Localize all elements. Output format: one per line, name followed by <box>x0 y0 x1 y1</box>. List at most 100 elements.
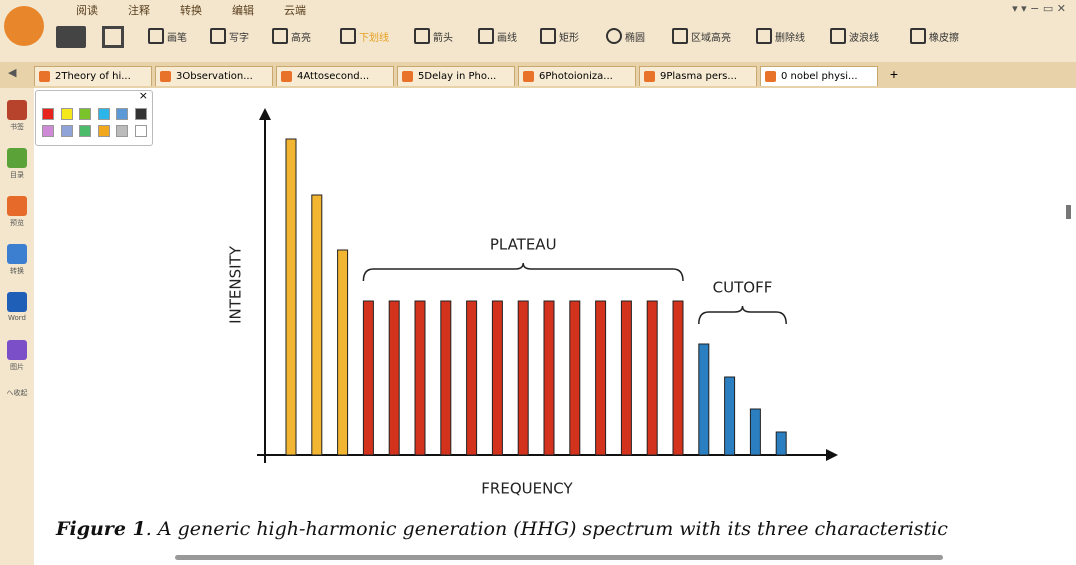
color-swatch[interactable] <box>79 108 91 120</box>
tool-label: 写字 <box>229 32 249 44</box>
color-swatch[interactable] <box>116 108 128 120</box>
tool-label: 箭头 <box>433 32 453 44</box>
document-tab[interactable]: 6Photoioniza... <box>518 66 636 86</box>
tool-button[interactable]: 画线 <box>478 28 517 44</box>
sidebar-label: 书签 <box>10 123 24 131</box>
bar <box>362 300 374 456</box>
color-swatch[interactable] <box>97 125 110 137</box>
tool-button[interactable]: 区域高亮 <box>672 28 731 44</box>
tool-label: 下划线 <box>359 32 389 44</box>
caption-label: Figure 1 <box>56 518 146 540</box>
caption-text: . A generic high-harmonic generation (HH… <box>145 518 948 540</box>
window-controls[interactable]: ▾ ▾ − ▭ ✕ <box>1012 2 1066 15</box>
document-tab[interactable]: 2Theory of hi... <box>34 66 152 86</box>
tool-button[interactable]: 下划线 <box>340 28 389 44</box>
bar <box>620 300 632 456</box>
sidebar-item[interactable]: 转换 <box>0 244 34 276</box>
color-swatch[interactable] <box>60 108 73 120</box>
tool-label: 高亮 <box>291 32 311 44</box>
color-swatch[interactable] <box>42 125 54 137</box>
v-scrollbar[interactable] <box>1066 205 1071 219</box>
save-icon[interactable] <box>102 26 124 48</box>
sidebar-item[interactable]: Word <box>0 292 34 322</box>
sidebar-item[interactable]: へ收起 <box>0 388 34 398</box>
tool-label: 椭圆 <box>625 32 645 44</box>
sidebar-icon <box>7 292 27 312</box>
color-swatch[interactable] <box>97 108 110 120</box>
sidebar-item[interactable]: 预览 <box>0 196 34 228</box>
menu-tab[interactable]: 转换 <box>180 4 202 17</box>
tool-icon <box>910 28 926 44</box>
sidebar-label: 转换 <box>10 267 24 275</box>
color-swatch[interactable] <box>116 125 128 137</box>
new-tab[interactable]: + <box>889 66 899 82</box>
tool-label: 波浪线 <box>849 32 879 44</box>
bar <box>440 300 452 456</box>
sidebar-label: Word <box>8 314 26 322</box>
tool-icon <box>414 28 430 44</box>
color-swatch[interactable] <box>134 125 147 137</box>
x-arrow <box>826 449 838 461</box>
tool-icon <box>340 28 356 44</box>
color-swatch[interactable] <box>134 108 147 120</box>
sidebar-item[interactable]: 目录 <box>0 148 34 180</box>
y-axis-label: INTENSITY <box>227 245 245 324</box>
tool-button[interactable]: 橡皮擦 <box>910 28 959 44</box>
brace <box>698 305 787 325</box>
tool-button[interactable]: 箭头 <box>414 28 453 44</box>
tool-icon <box>606 28 622 44</box>
sidebar-label: 图片 <box>10 363 24 371</box>
bar <box>285 138 297 456</box>
sidebar-label: へ收起 <box>6 389 28 397</box>
scrollbar[interactable] <box>175 555 943 560</box>
menu-tab[interactable]: 云端 <box>284 4 306 17</box>
tool-button[interactable]: 椭圆 <box>606 28 645 44</box>
bar <box>749 408 761 456</box>
app-logo[interactable] <box>4 6 44 46</box>
bar <box>414 300 426 456</box>
bar <box>337 249 349 456</box>
menu-tab[interactable]: 注释 <box>128 4 150 17</box>
bar <box>466 300 478 456</box>
tool-icon <box>210 28 226 44</box>
sidebar: 书签目录预览转换 Word 图片へ收起 <box>0 88 34 565</box>
menu-tab[interactable]: 编辑 <box>232 4 254 17</box>
color-swatch[interactable] <box>42 108 54 120</box>
document-tab[interactable]: 3Observation... <box>155 66 273 86</box>
document-tab[interactable]: 0 nobel physi... <box>760 66 878 86</box>
brace <box>362 262 684 282</box>
sidebar-icon <box>7 148 27 168</box>
document-tab[interactable]: 9Plasma pers... <box>639 66 757 86</box>
tool-icon <box>540 28 556 44</box>
color-palette: × <box>35 89 153 146</box>
document-tab[interactable]: 5Delay in Pho... <box>397 66 515 86</box>
back-button[interactable]: ◀ <box>8 66 17 79</box>
sidebar-item[interactable]: 图片 <box>0 340 34 372</box>
annotation: PLATEAU <box>490 236 557 254</box>
close[interactable]: × <box>138 89 148 102</box>
document-tab[interactable]: 4Attosecond... <box>276 66 394 86</box>
color-swatch[interactable] <box>79 125 91 137</box>
bar <box>595 300 607 456</box>
bar <box>569 300 581 456</box>
tool-button[interactable]: 画笔 <box>148 28 187 44</box>
tool-icon <box>756 28 772 44</box>
tool-button[interactable]: 波浪线 <box>830 28 879 44</box>
sidebar-label: 目录 <box>10 171 24 179</box>
tool-icon <box>272 28 288 44</box>
open-icon[interactable] <box>56 26 86 48</box>
tool-button[interactable]: 删除线 <box>756 28 805 44</box>
menu-tab[interactable]: 阅读 <box>76 4 98 17</box>
tool-button[interactable]: 矩形 <box>540 28 579 44</box>
sidebar-item[interactable]: 书签 <box>0 100 34 132</box>
tool-button[interactable]: 高亮 <box>272 28 311 44</box>
sidebar-label: 预览 <box>10 219 24 227</box>
sidebar-icon <box>7 196 27 216</box>
caption: Figure 1. A generic high-harmonic genera… <box>56 518 948 540</box>
tool-button[interactable]: 写字 <box>210 28 249 44</box>
bar <box>698 343 710 456</box>
y-arrow <box>259 108 271 120</box>
color-swatch[interactable] <box>60 125 73 137</box>
tool-icon <box>148 28 164 44</box>
